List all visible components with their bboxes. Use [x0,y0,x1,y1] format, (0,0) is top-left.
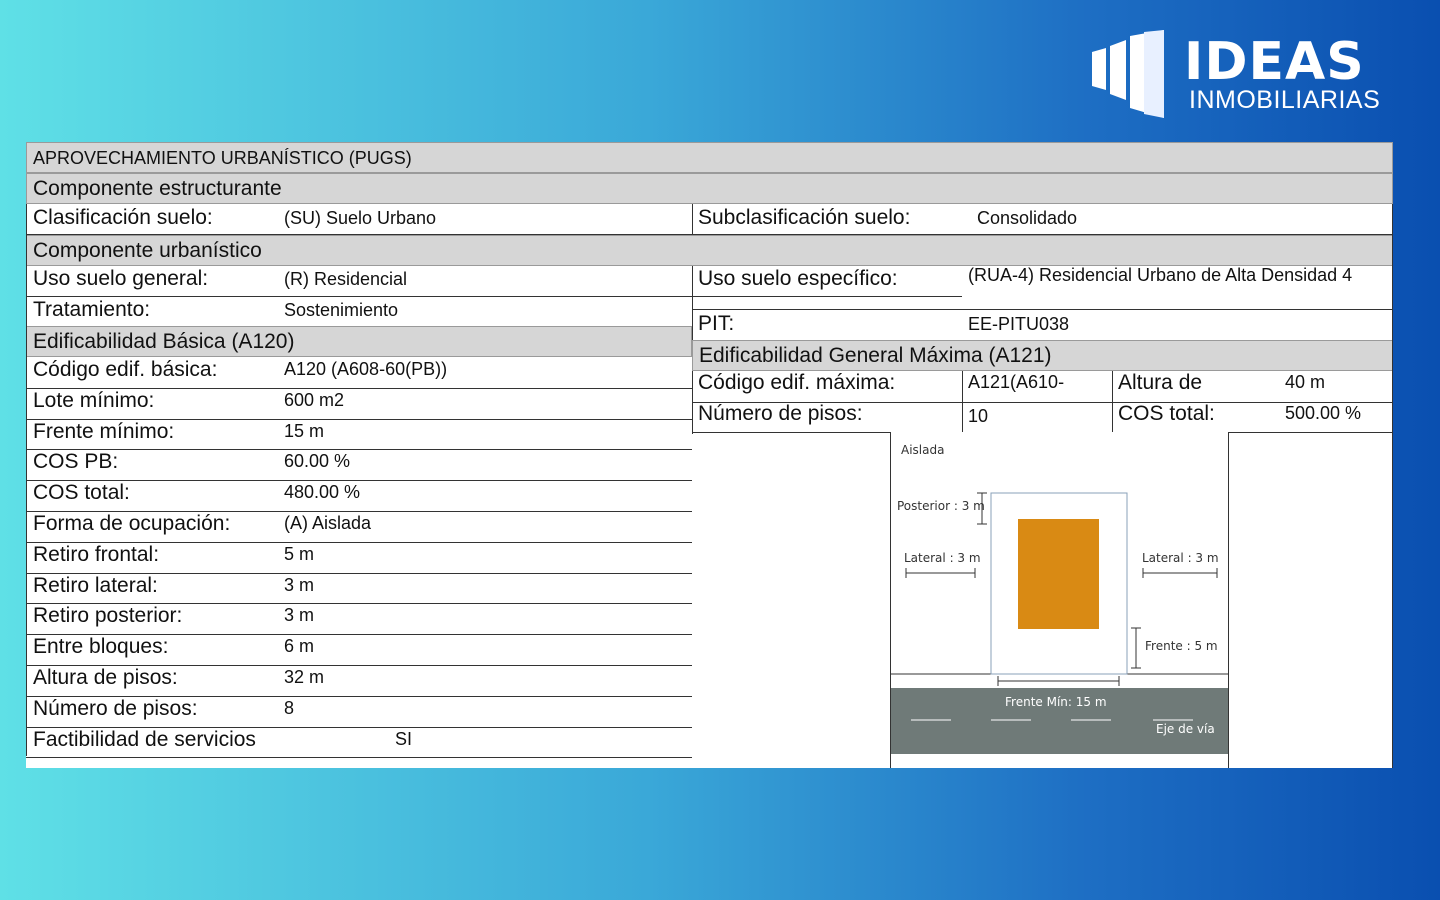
row-label: Retiro lateral: [33,574,158,597]
setback-diagram: Aislada Posterior : 3 m Lateral : 3 m La… [890,432,1229,768]
tratamiento-label: Tratamiento: [33,298,151,321]
row-label: Retiro frontal: [33,543,160,566]
diagram-lateral-right: Lateral : 3 m [1142,551,1219,565]
row-label: Factibilidad de servicios [33,728,256,751]
document-title: APROVECHAMIENTO URBANÍSTICO (PUGS) [33,148,412,168]
section-maxima-title: Edificabilidad General Máxima (A121) [699,344,1052,367]
cos-total-max-label: COS total: [1118,402,1215,425]
logo-word: IDEAS [1184,32,1365,92]
pisos-max-value: 10 [968,406,989,426]
row-value: A120 (A608-60(PB)) [284,359,448,379]
diagram-posterior: Posterior : 3 m [897,499,985,513]
clasificacion-label: Clasificación suelo: [33,206,213,229]
row-value: (A) Aislada [284,513,372,533]
row-value: 32 m [284,667,325,687]
row-value: SI [395,729,413,749]
zoning-document: APROVECHAMIENTO URBANÍSTICO (PUGS) Compo… [26,142,1393,768]
section-maxima: Edificabilidad General Máxima (A121) [692,340,1393,371]
section-urbanistico: Componente urbanístico [26,235,1393,266]
codigo-max-value: A121(A610- [968,372,1065,392]
row-value: 6 m [284,636,315,656]
row-value: 600 m2 [284,390,345,410]
row-label: Entre bloques: [33,635,169,658]
row-label: Código edif. básica: [33,358,218,381]
building-logo-icon [1092,30,1164,118]
row-value: 5 m [284,544,315,564]
codigo-max-label: Código edif. máxima: [698,371,896,394]
uso-general-value: (R) Residencial [284,269,408,289]
cos-total-max-value: 500.00 % [1285,403,1362,423]
row-label: Altura de pisos: [33,666,178,689]
row-value: 3 m [284,575,315,595]
pisos-max-label: Número de pisos: [698,402,863,425]
row-label: COS PB: [33,450,119,473]
diagram-frente-min: Frente Mín: 15 m [1005,695,1107,709]
row-value: 480.00 % [284,482,361,502]
section-basica: Edificabilidad Básica (A120) [26,326,692,357]
logo: IDEAS INMOBILIARIAS [1092,30,1392,120]
setback-diagram-graphic [891,492,1228,754]
subclasificacion-value: Consolidado [977,208,1078,228]
row-label: Frente mínimo: [33,420,175,443]
section-estructurante: Componente estructurante [26,173,1393,204]
diagram-eje: Eje de vía [1156,722,1215,736]
row-label: Número de pisos: [33,697,198,720]
logo-subtitle: INMOBILIARIAS [1189,86,1381,114]
uso-especifico-label: Uso suelo específico: [698,267,898,290]
tratamiento-value: Sostenimiento [284,300,399,320]
uso-general-label: Uso suelo general: [33,267,209,290]
clasificacion-value: (SU) Suelo Urbano [284,208,437,228]
row-label: Lote mínimo: [33,389,155,412]
row-value: 8 [284,698,295,718]
diagram-lateral-left: Lateral : 3 m [904,551,981,565]
diagram-aislada: Aislada [901,443,945,457]
diagram-frente: Frente : 5 m [1145,639,1218,653]
document-title-bar: APROVECHAMIENTO URBANÍSTICO (PUGS) [26,142,1393,173]
altura-value: 40 m [1285,372,1326,392]
section-urbanistico-title: Componente urbanístico [33,239,262,262]
altura-label: Altura de [1118,371,1203,394]
pit-value: EE-PITU038 [968,314,1070,334]
uso-especifico-value: (RUA-4) Residencial Urbano de Alta Densi… [968,265,1353,285]
pit-label: PIT: [698,312,735,335]
section-estructurante-title: Componente estructurante [33,177,282,200]
row-label: Forma de ocupación: [33,512,231,535]
row-value: 3 m [284,605,315,625]
section-basica-title: Edificabilidad Básica (A120) [33,330,295,353]
row-label: Retiro posterior: [33,604,183,627]
building-footprint [1018,519,1099,629]
row-value: 60.00 % [284,451,351,471]
subclasificacion-label: Subclasificación suelo: [698,206,911,229]
row-value: 15 m [284,421,325,441]
row-label: COS total: [33,481,130,504]
